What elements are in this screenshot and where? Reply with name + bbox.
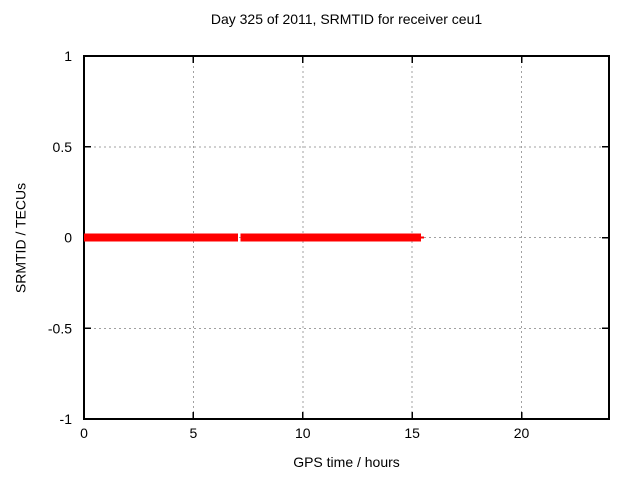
x-tick-label: 15 bbox=[404, 425, 420, 441]
x-tick-label: 10 bbox=[295, 425, 311, 441]
y-axis-label: SRMTID / TECUs bbox=[12, 182, 29, 294]
y-tick-label: 0.5 bbox=[53, 139, 73, 155]
y-tick-label: 1 bbox=[64, 48, 72, 64]
y-tick-label: -0.5 bbox=[48, 320, 72, 336]
y-tick-label: 0 bbox=[64, 230, 72, 246]
x-tick-label: 5 bbox=[189, 425, 197, 441]
chart-title: Day 325 of 2011, SRMTID for receiver ceu… bbox=[210, 11, 483, 27]
y-tick-label: -1 bbox=[60, 411, 73, 427]
x-axis-label: GPS time / hours bbox=[293, 454, 400, 470]
x-tick-label: 20 bbox=[514, 425, 530, 441]
x-tick-label: 0 bbox=[80, 425, 88, 441]
